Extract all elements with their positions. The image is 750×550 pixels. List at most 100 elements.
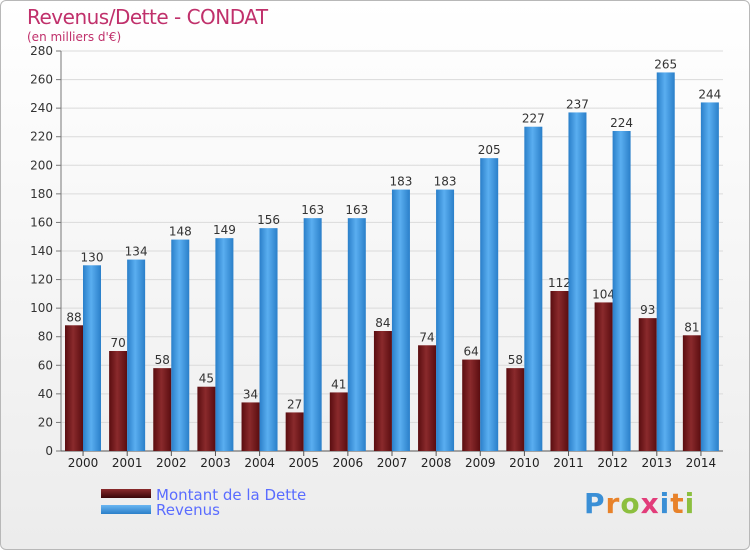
logo-letter: P: [584, 487, 606, 520]
bar-revenus: [259, 228, 278, 451]
legend-swatch-revenus: [101, 505, 151, 514]
bar-revenus: [171, 239, 190, 451]
y-tick-label: 100: [30, 301, 53, 315]
y-tick-label: 140: [30, 244, 53, 258]
bar-revenus: [524, 126, 543, 451]
bars: 88 130 70 134 58 148 45 149 34 156 27 163 41 163 84 183…: [65, 57, 721, 452]
bar-revenus: [436, 189, 455, 452]
data-label: 112: [548, 276, 571, 290]
y-tick-label: 160: [30, 215, 53, 229]
bar-revenus: [700, 102, 719, 451]
y-tick-label: 20: [38, 415, 53, 429]
bar-revenus: [127, 259, 146, 451]
bar-dette: [550, 291, 569, 451]
logo-letter: i: [659, 487, 671, 520]
x-tick-label: 2006: [333, 456, 364, 470]
data-label: 130: [81, 250, 104, 264]
bar-dette: [638, 318, 657, 451]
data-label: 27: [287, 397, 302, 411]
y-tick-label: 240: [30, 101, 53, 115]
data-label: 34: [243, 387, 258, 401]
bar-revenus: [568, 112, 587, 451]
data-label: 244: [698, 87, 721, 101]
x-tick-label: 2012: [597, 456, 628, 470]
logo-letter: i: [684, 487, 696, 520]
y-tick-label: 180: [30, 187, 53, 201]
data-label: 64: [464, 345, 479, 359]
y-tick-label: 200: [30, 158, 53, 172]
data-label: 265: [654, 57, 677, 71]
data-label: 134: [125, 245, 148, 259]
x-tick-label: 2007: [377, 456, 408, 470]
data-label: 149: [213, 223, 236, 237]
data-label: 93: [640, 303, 655, 317]
data-label: 41: [331, 377, 346, 391]
bar-dette: [682, 335, 701, 451]
bar-revenus: [391, 189, 410, 452]
x-tick-label: 2005: [288, 456, 319, 470]
bar-dette: [462, 359, 481, 451]
bar-revenus: [83, 265, 101, 451]
data-label: 237: [566, 97, 589, 111]
y-tick-label: 80: [38, 330, 53, 344]
bar-dette: [506, 368, 525, 451]
data-label: 183: [389, 175, 412, 189]
bar-dette: [594, 302, 613, 451]
proxiti-logo: Proxiti: [584, 487, 695, 520]
x-tick-label: 2011: [553, 456, 584, 470]
x-tick-label: 2014: [686, 456, 717, 470]
x-tick-label: 2010: [509, 456, 540, 470]
data-label: 224: [610, 116, 633, 130]
x-tick-label: 2002: [156, 456, 187, 470]
y-tick-label: 260: [30, 73, 53, 87]
data-label: 163: [345, 203, 368, 217]
bar-revenus: [303, 218, 322, 451]
x-tick-label: 2001: [112, 456, 143, 470]
bar-revenus: [347, 218, 366, 451]
data-label: 81: [684, 320, 699, 334]
legend: [101, 489, 151, 514]
bar-revenus: [612, 131, 631, 451]
legend-label-dette: Montant de la Dette: [156, 486, 307, 504]
data-label: 84: [375, 316, 390, 330]
y-tick-label: 120: [30, 273, 53, 287]
logo-letter: o: [620, 487, 641, 520]
bar-dette: [109, 351, 128, 451]
y-tick-label: 280: [30, 44, 53, 58]
bar-dette: [373, 331, 392, 451]
chart-subtitle: (en milliers d'€): [27, 30, 122, 44]
x-axis: 2000 2001 2002 2003 2004 2005 2006 2007 2008 2009…: [68, 451, 716, 470]
bar-dette: [241, 402, 260, 451]
bar-dette: [153, 368, 172, 451]
data-label: 227: [522, 112, 545, 126]
x-tick-label: 2009: [465, 456, 496, 470]
data-label: 163: [301, 203, 324, 217]
x-tick-label: 2004: [244, 456, 275, 470]
data-label: 156: [257, 213, 280, 227]
x-tick-label: 2000: [68, 456, 99, 470]
bar-dette: [285, 412, 304, 451]
bar-revenus: [480, 158, 499, 451]
data-label: 58: [155, 353, 170, 367]
data-label: 74: [419, 330, 434, 344]
data-label: 183: [434, 175, 457, 189]
data-label: 70: [110, 336, 125, 350]
chart-title: Revenus/Dette - CONDAT: [27, 5, 268, 29]
bar-dette: [418, 345, 437, 451]
x-tick-label: 2003: [200, 456, 231, 470]
legend-swatch-dette: [101, 489, 151, 498]
y-tick-label: 220: [30, 130, 53, 144]
logo-letter: x: [640, 487, 660, 520]
x-tick-label: 2008: [421, 456, 452, 470]
bar-dette: [197, 386, 216, 451]
data-label: 45: [199, 372, 214, 386]
data-label: 148: [169, 225, 192, 239]
data-label: 205: [478, 143, 501, 157]
bar-dette: [65, 325, 83, 451]
bar-dette: [329, 392, 348, 451]
y-tick-label: 40: [38, 387, 53, 401]
data-label: 88: [66, 310, 81, 324]
data-label: 58: [508, 353, 523, 367]
